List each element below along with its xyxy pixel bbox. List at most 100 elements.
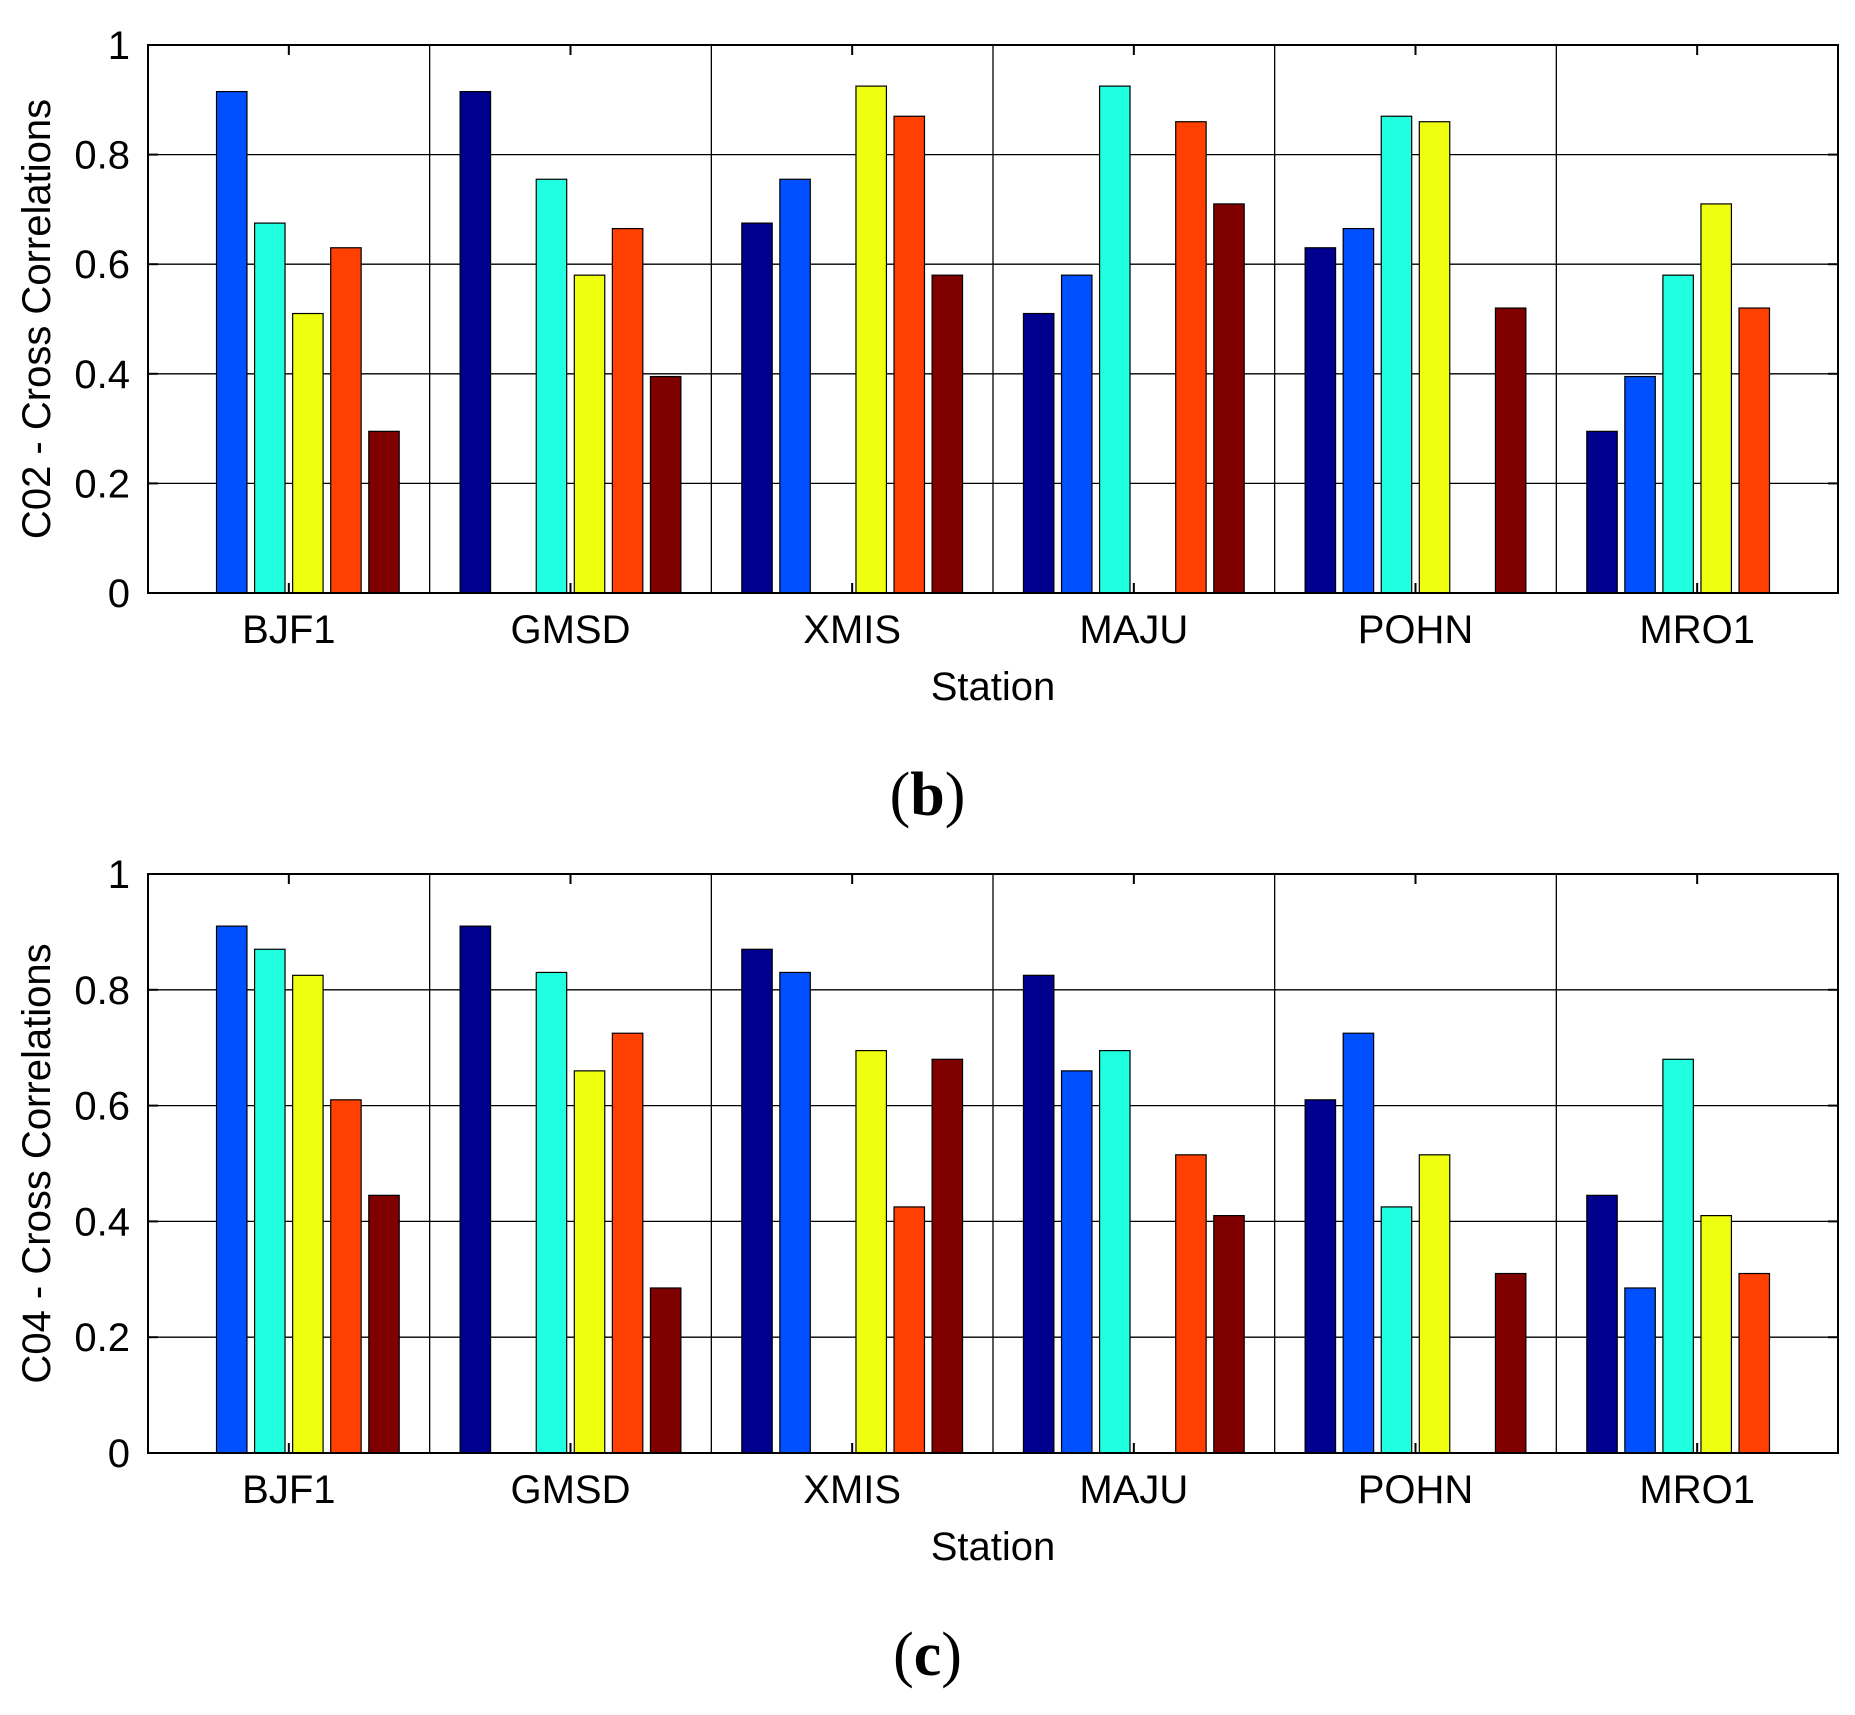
x-tick-label: MRO1 (1639, 608, 1755, 652)
bar-c-maju-pohn (1175, 1154, 1207, 1454)
bar-c-xmis-pohn (893, 1206, 926, 1454)
x-tick-label: XMIS (803, 608, 901, 652)
chart-panel-b: 0 0.2 0.4 0.6 0.8 1 BJF1 GMSD XMIS MAJU POHN MRO1 St… (0, 24, 1855, 831)
bar-c-maju-mro1 (1213, 1215, 1245, 1454)
y-axis-title: C04 - Cross Correlations (15, 943, 59, 1383)
bar-b-bjf1-pohn (330, 247, 362, 594)
x-tick-label: MRO1 (1639, 1468, 1755, 1512)
bar-c-xmis-maju (855, 1049, 888, 1454)
bar-b-pohn-xmis (1380, 115, 1413, 594)
bar-c-xmis-bjf1 (741, 948, 773, 1454)
bar-c-gmsd-maju (573, 1070, 606, 1454)
bar-c-gmsd-bjf1 (459, 925, 492, 1454)
x-tick-label: POHN (1358, 1468, 1474, 1512)
bar-b-maju-xmis (1098, 85, 1131, 594)
caption-b-open: ( (889, 761, 911, 829)
bar-b-pohn-maju (1418, 121, 1451, 594)
bar-b-bjf1-gmsd (215, 90, 248, 594)
caption-b-close: ) (944, 761, 966, 829)
y-tick-label: 0.2 (74, 1316, 130, 1360)
y-tick-label: 0.6 (74, 1085, 130, 1129)
bar-b-xmis-bjf1 (741, 222, 773, 594)
bar-c-pohn-xmis (1380, 1206, 1413, 1454)
chart-c: 0 0.2 0.4 0.6 0.8 1 BJF1 GMSD XMIS MAJU POHN MRO1 St… (15, 860, 1839, 1569)
caption-c-close: ) (941, 1621, 962, 1689)
bar-c-bjf1-pohn (330, 1099, 362, 1454)
bar-b-mro1-gmsd (1624, 375, 1656, 594)
y-tick-label: 0.4 (74, 353, 130, 397)
y-tick-label: 0.6 (74, 243, 130, 287)
x-axis-title: Station (931, 1525, 1056, 1569)
bar-b-gmsd-mro1 (649, 375, 682, 594)
bar-b-xmis-mro1 (931, 274, 964, 594)
y-tick-label: 1 (108, 24, 130, 68)
bar-c-gmsd-xmis (535, 971, 568, 1454)
bar-c-pohn-gmsd (1342, 1032, 1375, 1454)
bar-b-gmsd-bjf1 (459, 90, 492, 594)
y-tick-label: 0.8 (74, 134, 130, 178)
bar-c-pohn-bjf1 (1304, 1099, 1337, 1454)
bar-b-gmsd-maju (573, 274, 606, 594)
bar-b-gmsd-xmis (535, 178, 568, 594)
chart-panel-c: 0 0.2 0.4 0.6 0.8 1 BJF1 GMSD XMIS MAJU POHN MRO1 St… (0, 860, 1855, 1715)
bar-c-gmsd-pohn (611, 1032, 644, 1454)
bar-b-mro1-bjf1 (1586, 430, 1618, 594)
x-tick-label: XMIS (803, 1468, 901, 1512)
y-axis-title: C02 - Cross Correlations (15, 99, 59, 539)
bar-c-xmis-mro1 (931, 1058, 964, 1454)
bar-b-bjf1-maju (292, 312, 324, 594)
bar-c-pohn-maju (1418, 1154, 1451, 1454)
bar-c-mro1-maju (1700, 1215, 1733, 1454)
bar-b-maju-gmsd (1060, 274, 1093, 594)
x-tick-label: GMSD (511, 1468, 631, 1512)
bar-c-gmsd-mro1 (649, 1287, 682, 1454)
bar-c-maju-bjf1 (1022, 974, 1055, 1454)
caption-c-letter: c (913, 1621, 942, 1689)
caption-b-letter: b (910, 761, 945, 829)
x-tick-label: GMSD (511, 608, 631, 652)
bar-c-xmis-gmsd (779, 971, 811, 1454)
x-tick-label: BJF1 (242, 1468, 335, 1512)
bar-b-bjf1-mro1 (368, 430, 400, 594)
bar-b-mro1-xmis (1662, 274, 1694, 594)
bar-c-bjf1-xmis (253, 948, 286, 1454)
bar-b-maju-mro1 (1213, 203, 1245, 594)
bar-c-maju-xmis (1098, 1049, 1131, 1454)
bar-b-gmsd-pohn (611, 227, 644, 594)
bar-c-bjf1-maju (292, 974, 324, 1454)
bar-c-bjf1-mro1 (368, 1194, 400, 1454)
bar-c-mro1-bjf1 (1586, 1194, 1618, 1454)
bar-c-mro1-gmsd (1624, 1287, 1656, 1454)
bar-b-pohn-bjf1 (1304, 247, 1337, 594)
bar-b-xmis-gmsd (779, 178, 811, 594)
caption-c: (c) (0, 1620, 1855, 1691)
y-tick-label: 0 (108, 572, 130, 616)
axes-box (147, 873, 1839, 1454)
y-tick-label: 0.8 (74, 969, 130, 1013)
caption-c-open: ( (893, 1621, 914, 1689)
bar-c-bjf1-gmsd (215, 925, 248, 1454)
bar-c-pohn-mro1 (1494, 1272, 1527, 1454)
bar-b-mro1-pohn (1738, 307, 1771, 594)
y-tick-label: 0 (108, 1432, 130, 1476)
bar-b-pohn-mro1 (1494, 307, 1527, 594)
y-tick-label: 0.4 (74, 1200, 130, 1244)
bar-b-maju-pohn (1175, 121, 1207, 594)
bar-b-maju-bjf1 (1022, 312, 1055, 594)
caption-b: (b) (0, 760, 1855, 831)
y-tick-label: 0.2 (74, 462, 130, 506)
bar-b-pohn-gmsd (1342, 227, 1375, 594)
x-tick-label: MAJU (1079, 608, 1188, 652)
bar-b-mro1-maju (1700, 203, 1733, 594)
x-tick-label: POHN (1358, 608, 1474, 652)
x-axis-title: Station (931, 665, 1056, 709)
bar-b-xmis-pohn (893, 115, 926, 594)
axes-box (147, 44, 1839, 594)
bar-c-mro1-xmis (1662, 1058, 1694, 1454)
bar-b-bjf1-xmis (253, 222, 286, 594)
x-tick-label: MAJU (1079, 1468, 1188, 1512)
bar-b-xmis-maju (855, 85, 888, 594)
x-tick-label: BJF1 (242, 608, 335, 652)
bar-c-maju-gmsd (1060, 1070, 1093, 1454)
bar-c-mro1-pohn (1738, 1272, 1771, 1454)
